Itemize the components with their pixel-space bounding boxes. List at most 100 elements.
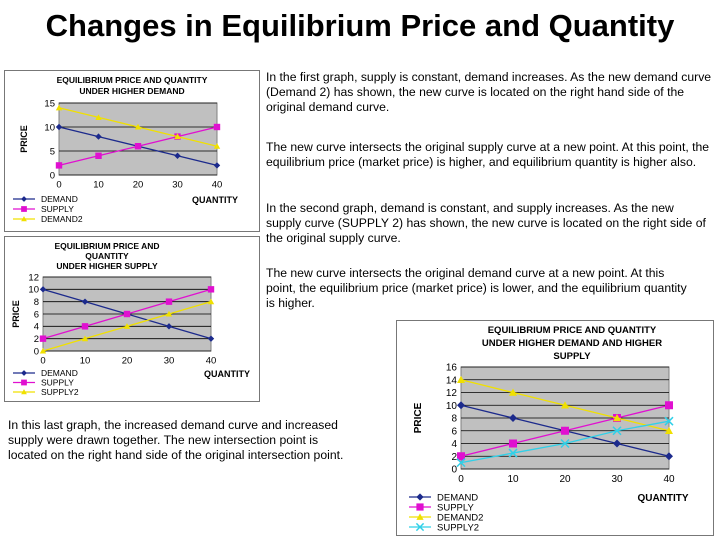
x-tick-label: 20 — [122, 356, 133, 367]
data-point-supply2 — [165, 310, 173, 317]
legend-label: DEMAND2 — [41, 214, 83, 224]
data-point-supply — [165, 298, 173, 305]
data-point-demand — [207, 335, 215, 342]
x-tick-label: 0 — [56, 180, 61, 191]
y-tick-label: 6 — [451, 426, 457, 437]
x-tick-label: 40 — [212, 180, 223, 191]
paragraph-5: In this last graph, the increased demand… — [8, 418, 344, 462]
chart-higher-supply: EQUILIBRIUM PRICE AND QUANTITY UNDER HIGHE… — [4, 236, 260, 402]
chart-title-line: UNDER HIGHER SUPPLY — [56, 261, 158, 271]
data-point-demand2 — [95, 114, 102, 120]
data-point-supply2 — [456, 458, 466, 468]
legend-label: DEMAND2 — [437, 512, 483, 523]
legend-label: SUPPLY — [437, 502, 474, 513]
chart-higher-demand-and-supply-svg: EQUILIBRIUM PRICE AND QUANTITY UNDER HIGH… — [409, 325, 689, 533]
data-point-supply — [561, 426, 569, 435]
y-tick-label: 0 — [451, 465, 457, 476]
y-tick-label: 10 — [44, 122, 55, 133]
x-axis-label: QUANTITY — [204, 369, 250, 379]
y-tick-label: 4 — [34, 322, 39, 333]
y-axis-label: PRICE — [413, 402, 424, 433]
legend-marker — [21, 389, 27, 395]
data-point-supply — [123, 310, 131, 318]
data-point-supply — [81, 323, 89, 330]
y-tick-label: 15 — [44, 98, 55, 109]
y-tick-label: 2 — [34, 334, 39, 345]
data-point-supply — [134, 143, 142, 150]
x-tick-label: 10 — [93, 180, 104, 191]
x-tick-label: 10 — [507, 474, 519, 485]
y-tick-label: 8 — [451, 414, 457, 425]
data-point-supply2 — [508, 448, 518, 458]
paragraph-2: The new curve intersects the original su… — [266, 140, 710, 169]
plot-area — [58, 102, 218, 176]
y-tick-label: 0 — [50, 170, 55, 181]
legend-marker — [21, 196, 27, 202]
data-point-demand2 — [55, 104, 63, 111]
x-tick-label: 20 — [133, 180, 144, 191]
paragraph-4: The new curve intersects the original de… — [266, 266, 687, 310]
legend-label: SUPPLY — [41, 204, 74, 214]
y-tick-label: 12 — [28, 272, 39, 283]
data-point-supply — [213, 123, 221, 131]
data-point-supply2 — [207, 298, 215, 305]
data-point-demand2 — [665, 426, 673, 434]
data-point-demand — [213, 162, 221, 169]
chart-title-line: EQUILIBRIUM PRICE AND QUANTITY — [488, 325, 657, 336]
data-point-supply — [665, 401, 673, 410]
data-point-supply2 — [664, 416, 674, 426]
y-axis-label: PRICE — [19, 125, 29, 153]
data-point-supply2 — [612, 426, 622, 436]
x-tick-label: 0 — [40, 356, 45, 367]
chart-higher-demand: EQUILIBRIUM PRICE AND QUANTITY UNDER HIGH… — [4, 70, 260, 232]
data-point-supply — [457, 452, 465, 461]
x-tick-label: 10 — [80, 356, 91, 367]
legend-marker — [21, 216, 27, 222]
y-tick-label: 0 — [34, 346, 39, 357]
data-point-supply — [509, 439, 517, 448]
x-tick-label: 30 — [611, 474, 623, 485]
legend-marker — [21, 370, 27, 376]
data-point-demand — [457, 401, 465, 410]
data-point-demand — [81, 298, 89, 305]
y-tick-label: 2 — [451, 452, 457, 463]
data-point-demand2 — [134, 123, 142, 130]
data-point-demand — [165, 323, 173, 330]
data-point-supply2 — [123, 323, 131, 329]
legend-label: SUPPLY2 — [437, 522, 479, 533]
data-point-demand2 — [613, 414, 621, 422]
chart-title-line: EQUILIBRIUM PRICE AND QUANTITY — [57, 75, 208, 85]
legend-marker — [416, 513, 424, 520]
x-axis-label: QUANTITY — [192, 195, 238, 205]
y-tick-label: 14 — [446, 375, 458, 386]
legend-label: DEMAND — [437, 492, 478, 503]
y-tick-label: 10 — [28, 285, 39, 296]
legend-marker — [416, 493, 424, 501]
chart-title-line: SUPPLY — [553, 351, 591, 362]
data-point-supply — [207, 286, 215, 293]
data-point-supply — [95, 152, 102, 159]
legend-marker — [415, 522, 425, 532]
data-point-supply2 — [560, 438, 570, 449]
data-point-demand — [613, 439, 621, 448]
y-tick-label: 5 — [50, 146, 55, 157]
paragraph-3: In the second graph, demand is constant,… — [266, 201, 706, 245]
chart-higher-demand-and-supply: EQUILIBRIUM PRICE AND QUANTITY UNDER HIGH… — [396, 320, 714, 536]
y-tick-label: 12 — [446, 388, 458, 399]
data-point-demand2 — [509, 388, 517, 396]
legend-marker — [21, 379, 27, 386]
x-tick-label: 40 — [206, 356, 217, 367]
data-point-supply2 — [39, 347, 47, 354]
data-point-demand — [39, 286, 47, 293]
chart-title-line: UNDER HIGHER DEMAND AND HIGHER — [482, 338, 662, 349]
y-tick-label: 8 — [34, 297, 39, 308]
page-title: Changes in Equilibrium Price and Quantit… — [45, 8, 675, 43]
data-point-demand2 — [457, 375, 465, 383]
data-point-supply2 — [81, 335, 89, 342]
x-tick-label: 40 — [663, 474, 675, 485]
data-point-supply — [39, 335, 47, 342]
legend-label: SUPPLY — [41, 377, 74, 387]
chart-title-line: QUANTITY — [85, 251, 129, 261]
